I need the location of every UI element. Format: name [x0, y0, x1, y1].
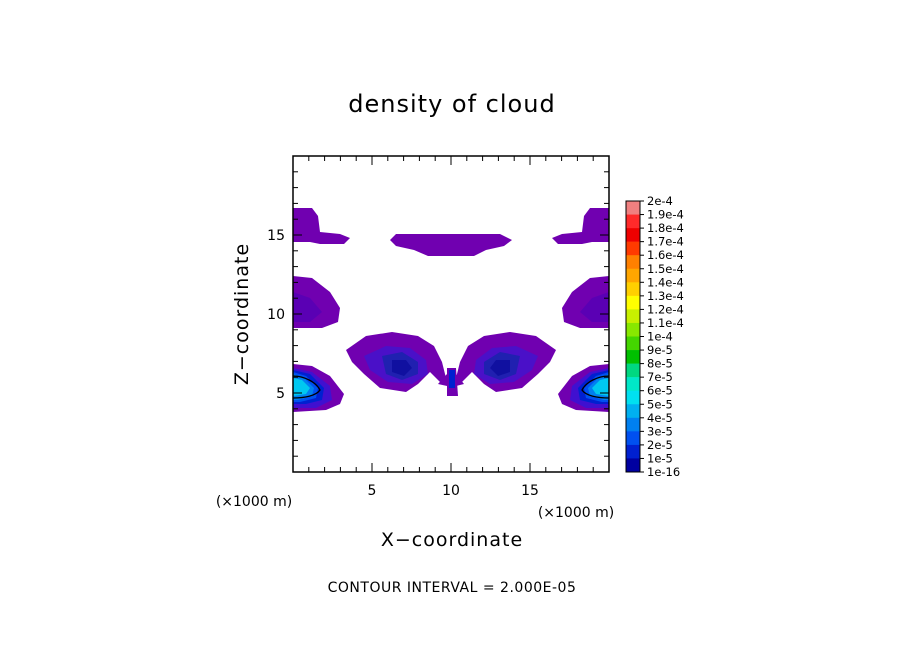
colorbar-label: 5e-5 [647, 397, 673, 411]
x-tick-label: 15 [521, 483, 539, 499]
colorbar-swatch [626, 404, 640, 419]
colorbar-swatch [626, 417, 640, 432]
colorbar-label: 1.1e-4 [647, 316, 684, 330]
colorbar-label: 2e-4 [647, 194, 673, 208]
y-unit-label: (×1000 m) [216, 494, 292, 510]
colorbar-swatch [626, 268, 640, 283]
chart-title: density of cloud [348, 90, 555, 118]
colorbar-swatch [626, 336, 640, 351]
plot-frame [292, 155, 610, 473]
colorbar-label: 6e-5 [647, 384, 673, 398]
top-center-cloud [390, 234, 512, 256]
colorbar-label: 1e-5 [647, 451, 673, 465]
colorbar-label: 1.5e-4 [647, 262, 684, 276]
contour-fills [293, 208, 609, 412]
colorbar-swatch [626, 322, 640, 337]
y-tick-label: 10 [267, 307, 285, 323]
tick-labels: 5 10 15 5 10 15 [267, 228, 539, 499]
y-tick-label: 15 [267, 228, 285, 244]
colorbar-label: 8e-5 [647, 357, 673, 371]
colorbar-swatch [626, 377, 640, 391]
colorbar-swatch [626, 241, 640, 256]
center-right-core2 [490, 360, 510, 376]
x-axis-title: X−coordinate [381, 529, 523, 551]
x-tick-label: 10 [442, 483, 460, 499]
colorbar-swatch [626, 444, 640, 459]
colorbar-label: 4e-5 [647, 411, 673, 425]
colorbar-swatch [626, 390, 640, 405]
colorbar-label: 1.2e-4 [647, 302, 684, 316]
colorbar-label: 1.7e-4 [647, 235, 684, 249]
colorbar-label: 1e-4 [647, 330, 673, 344]
colorbar-label: 1.8e-4 [647, 221, 684, 235]
x-unit-label: (×1000 m) [538, 505, 614, 521]
low-left-contour [293, 375, 321, 399]
colorbar-label: 1e-16 [647, 465, 680, 479]
colorbar-swatch [626, 458, 640, 473]
colorbar-swatch [626, 295, 640, 310]
y-tick-label: 5 [276, 386, 285, 402]
colorbar-label: 1.4e-4 [647, 275, 684, 289]
colorbar-swatch [626, 214, 640, 229]
colorbar-label: 1.3e-4 [647, 289, 684, 303]
colorbar-swatch [626, 431, 640, 446]
colorbar-swatch [626, 282, 640, 297]
low-left-core [293, 378, 310, 396]
center-column-core [449, 370, 455, 388]
colorbar-label: 9e-5 [647, 343, 673, 357]
x-tick-label: 5 [368, 483, 377, 499]
colorbar-label: 7e-5 [647, 370, 673, 384]
colorbar-swatch [626, 228, 640, 242]
center-column-spike [438, 374, 464, 386]
colorbar-label: 3e-5 [647, 424, 673, 438]
colorbar-swatch [626, 255, 640, 270]
colorbar-label: 1.6e-4 [647, 248, 684, 262]
center-left-core2 [392, 360, 412, 376]
top-left-cloud [293, 208, 350, 244]
contour-interval-footer: CONTOUR INTERVAL = 2.000E-05 [328, 580, 577, 596]
low-right-contour [581, 375, 609, 399]
colorbar-label: 1.9e-4 [647, 208, 684, 222]
colorbar-swatch [626, 201, 640, 215]
top-right-cloud [552, 208, 609, 244]
low-right-core [592, 378, 609, 396]
colorbar-swatch [626, 350, 640, 364]
axis-ticks [293, 156, 609, 472]
colorbar-swatch [626, 363, 640, 378]
colorbar-swatch [626, 309, 640, 324]
colorbar: 2e-41.9e-41.8e-41.7e-41.6e-41.5e-41.4e-4… [625, 194, 684, 479]
y-axis-title: Z−coordinate [231, 243, 253, 385]
colorbar-label: 2e-5 [647, 438, 673, 452]
